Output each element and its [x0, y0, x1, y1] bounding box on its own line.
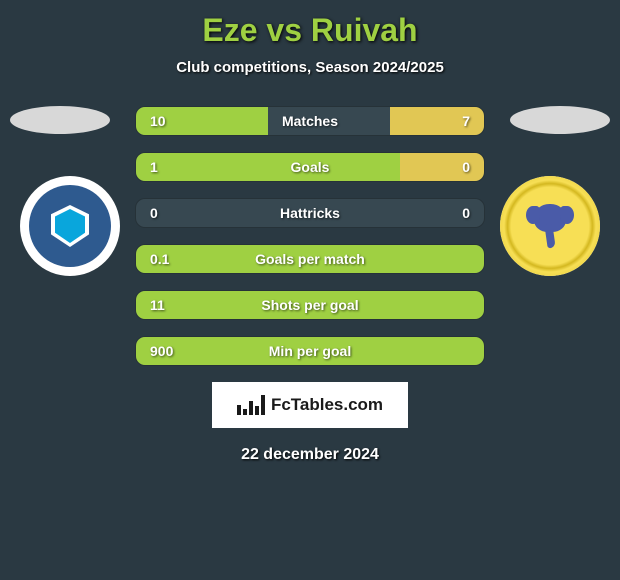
date-text: 22 december 2024 — [0, 446, 620, 464]
stat-label: Hattricks — [136, 205, 484, 221]
player-right-name: Ruivah — [311, 12, 418, 48]
stat-row: 0Hattricks0 — [135, 198, 485, 228]
stat-label: Matches — [136, 113, 484, 129]
stat-row: 900Min per goal — [135, 336, 485, 366]
jamshedpur-logo-icon — [29, 185, 111, 267]
brand-bar — [243, 409, 247, 415]
brand-text: FcTables.com — [271, 395, 383, 415]
stat-row: 1Goals0 — [135, 152, 485, 182]
stat-value-right: 7 — [462, 113, 470, 129]
brand-bar — [261, 395, 265, 415]
right-team-logo — [500, 176, 600, 276]
stat-label: Shots per goal — [136, 297, 484, 313]
content-area: 10Matches71Goals00Hattricks00.1Goals per… — [0, 106, 620, 464]
stat-row: 0.1Goals per match — [135, 244, 485, 274]
player-left-name: Eze — [202, 12, 257, 48]
stat-value-right: 0 — [462, 205, 470, 221]
left-player-marker — [10, 106, 110, 134]
kerala-blasters-logo-icon — [500, 176, 600, 276]
stat-label: Min per goal — [136, 343, 484, 359]
brand-bar — [255, 406, 259, 415]
stat-value-right: 0 — [462, 159, 470, 175]
stat-row: 10Matches7 — [135, 106, 485, 136]
stat-row: 11Shots per goal — [135, 290, 485, 320]
page-title: Eze vs Ruivah — [0, 0, 620, 49]
left-team-logo — [20, 176, 120, 276]
stats-table: 10Matches71Goals00Hattricks00.1Goals per… — [135, 106, 485, 366]
vs-joiner: vs — [258, 12, 311, 48]
brand-badge: FcTables.com — [212, 382, 408, 428]
stat-label: Goals — [136, 159, 484, 175]
elephant-icon — [524, 200, 576, 252]
brand-bar — [237, 405, 241, 415]
brand-chart-icon — [237, 395, 265, 415]
right-player-marker — [510, 106, 610, 134]
brand-bar — [249, 401, 253, 415]
stat-label: Goals per match — [136, 251, 484, 267]
subtitle: Club competitions, Season 2024/2025 — [0, 59, 620, 76]
